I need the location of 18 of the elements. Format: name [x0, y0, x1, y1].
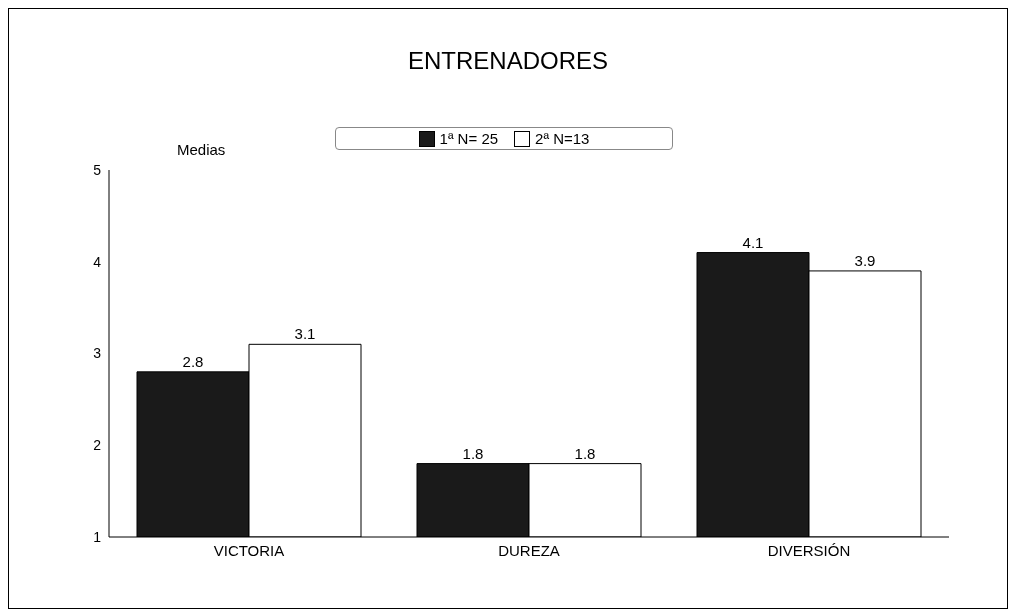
data-label: 2.8	[182, 352, 204, 370]
y-tick-label: 2	[93, 437, 102, 454]
chart-title: ENTRENADORES	[407, 47, 609, 75]
y-tick-label: 4	[93, 253, 102, 270]
y-tick-label: 3	[93, 345, 102, 362]
data-label: 1.8	[462, 444, 484, 462]
data-label: 4.1	[742, 233, 764, 251]
x-tick-label: DUREZA	[498, 541, 560, 559]
y-axis-title: Medias	[177, 141, 226, 158]
legend-label: 1ª N= 25	[439, 130, 499, 147]
data-label: 1.8	[574, 444, 596, 462]
x-tick-label: DIVERSIÓN	[767, 541, 851, 559]
legend-label: 2ª N=13	[535, 130, 590, 147]
data-label: 3.9	[854, 251, 876, 269]
y-tick-label: 1	[93, 528, 102, 545]
data-label: 3.1	[294, 325, 316, 343]
y-tick-label: 5	[93, 161, 102, 178]
x-tick-label: VICTORIA	[213, 541, 285, 559]
